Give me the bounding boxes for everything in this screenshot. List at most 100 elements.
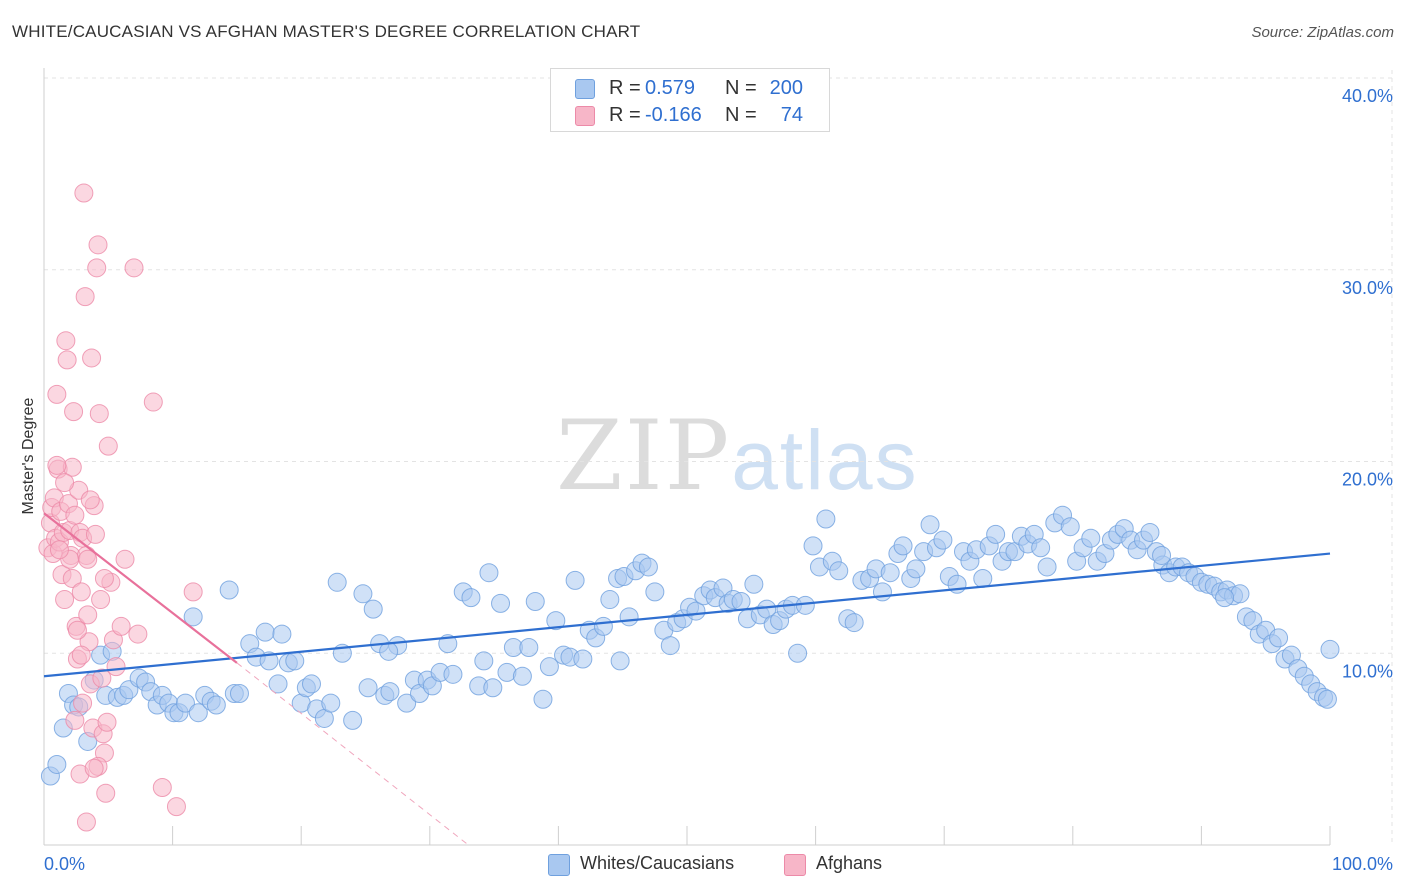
point-whites [443,664,463,684]
point-whites [47,754,67,774]
point-whites [397,693,417,713]
bottom-legend-swatch-afghans [784,854,806,876]
point-whites [1215,588,1235,608]
point-afghans [64,402,84,422]
point-whites [906,559,926,579]
point-whites [343,710,363,730]
point-whites [285,651,305,671]
point-afghans [75,287,95,307]
point-whites [255,622,275,642]
point-whites [986,524,1006,544]
point-afghans [152,777,172,797]
point-whites [1060,517,1080,537]
point-whites [229,684,249,704]
point-afghans [71,582,91,602]
point-whites [188,703,208,723]
point-afghans [67,620,87,640]
point-afghans [55,590,75,610]
point-afghans [65,505,85,525]
point-afghans [106,657,126,677]
point-whites [206,695,226,715]
point-whites [525,591,545,611]
point-whites [363,599,383,619]
points-layer [38,183,1340,832]
point-whites [880,563,900,583]
point-whites [844,613,864,633]
legend-r-label: R = [609,77,641,99]
legend-n-value: 200 [769,77,803,99]
point-whites [539,657,559,677]
point-afghans [89,404,109,424]
point-afghans [62,568,82,588]
point-whites [259,651,279,671]
point-afghans [115,549,135,569]
point-afghans [96,783,116,803]
trendline-afghans [43,512,238,664]
point-whites [829,561,849,581]
point-whites [600,590,620,610]
trend-layer [43,512,1331,846]
label-layer: 10.0% 20.0% 30.0% 40.0% 0.0% 100.0% Master's D… [20,86,1393,874]
point-whites [461,588,481,608]
y-tick-label: 40.0% [1342,86,1393,106]
point-whites [474,651,494,671]
point-afghans [78,549,98,569]
point-whites [533,689,553,709]
point-whites [619,607,639,627]
point-afghans [78,605,98,625]
point-afghans [80,490,100,510]
point-whites [353,584,373,604]
point-whites [933,530,953,550]
point-whites [519,637,539,657]
point-whites [803,536,823,556]
point-afghans [124,258,144,278]
point-whites [920,515,940,535]
point-afghans [111,616,131,636]
point-whites [491,593,511,613]
point-whites [1081,528,1101,548]
legend-n-label: N = [725,77,757,99]
y-tick-label: 20.0% [1342,470,1393,490]
legend-row-whites: R = 0.579 N = 200 [551,75,829,101]
point-whites [1152,545,1172,565]
chart-title: WHITE/CAUCASIAN VS AFGHAN MASTER'S DEGRE… [12,22,641,41]
point-whites [327,572,347,592]
x-tick-label-max: 100.0% [1332,854,1393,874]
point-whites [1140,522,1160,542]
point-afghans [92,668,112,688]
x-tick-label-min: 0.0% [44,854,85,874]
point-afghans [98,436,118,456]
point-afghans [183,582,203,602]
point-whites [573,649,593,669]
point-afghans [74,183,94,203]
bottom-legend-swatch-whites [548,854,570,876]
point-afghans [143,392,163,412]
point-whites [272,624,292,644]
point-whites [483,678,503,698]
point-afghans [65,710,85,730]
point-afghans [57,350,77,370]
point-whites [645,582,665,602]
point-whites [301,674,321,694]
point-whites [219,580,239,600]
point-whites [565,570,585,590]
point-whites [638,557,658,577]
point-whites [175,693,195,713]
point-whites [1031,538,1051,558]
point-afghans [87,258,107,278]
point-afghans [55,473,75,493]
point-whites [358,678,378,698]
legend-r-value: -0.166 [645,104,702,126]
point-whites [1037,557,1057,577]
point-whites [872,582,892,602]
legend-r-value: 0.579 [645,77,696,99]
point-afghans [128,624,148,644]
point-afghans [94,568,114,588]
y-axis-label: Master's Degree [20,397,37,514]
point-whites [268,674,288,694]
point-afghans [47,455,67,475]
point-afghans [49,540,69,560]
legend-r-label: R = [609,104,641,126]
bottom-legend-label-whites: Whites/Caucasians [580,853,735,873]
